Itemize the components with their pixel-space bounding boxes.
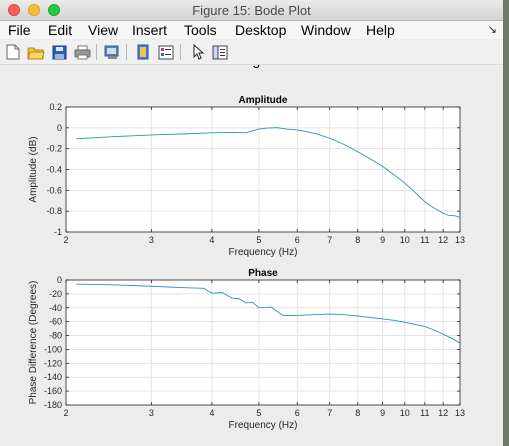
phase-y-tick-label: -100 [44,344,62,354]
window-title: Figure 15: Bode Plot [192,3,311,18]
amplitude-x-tick-label: 4 [209,235,214,245]
property-editor-icon[interactable] [211,43,229,61]
phase-x-tick-label: 4 [209,408,214,418]
amplitude-y-tick-label: -0.6 [46,185,62,195]
menu-overflow-icon[interactable]: ↘ [487,24,497,36]
menu-bar: File Edit View Insert Tools Desktop Wind… [0,21,503,39]
amplitude-x-tick-label: 2 [63,235,68,245]
amplitude-x-tick-label: 9 [380,235,385,245]
amplitude-x-tick-label: 10 [400,235,410,245]
amplitude-x-tick-label: 13 [455,235,465,245]
menu-window[interactable]: Window [301,22,351,38]
menu-insert[interactable]: Insert [132,22,168,38]
phase-y-tick-label: -20 [49,289,62,299]
menu-help[interactable]: Help [366,22,395,38]
amplitude-y-tick-label: -1 [54,227,62,237]
insert-colorbar-icon[interactable] [157,43,175,61]
phase-axes-background [66,280,460,405]
toolbar-separator [180,44,181,60]
phase-x-tick-label: 8 [355,408,360,418]
phase-y-tick-label: -80 [49,331,62,341]
menu-edit[interactable]: Edit [48,22,73,38]
amplitude-series-line [76,127,461,218]
phase-axes-title: Phase [248,268,278,279]
background-desktop-strip [503,0,509,446]
minimize-window-button[interactable] [28,4,40,16]
figure-suptitle: Bode Plot Finger: 3 Axis: 2 [169,65,334,68]
phase-x-tick-label: 9 [380,408,385,418]
phase-x-tick-label: 11 [420,408,429,418]
phase-x-tick-label: 3 [149,408,154,418]
amplitude-x-tick-label: 6 [295,235,300,245]
toolbar-separator [96,44,97,60]
amplitude-y-tick-label: 0 [57,123,62,133]
amplitude-x-tick-label: 12 [438,235,448,245]
amplitude-x-tick-label: 8 [355,235,360,245]
figure-canvas: Bode Plot Finger: 3 Axis: 2 2 3 4 5 6 7 8 9 10 11 1… [0,52,503,446]
amplitude-x-tick-label: 5 [256,235,261,245]
phase-y-tick-label: -40 [49,303,62,313]
print-icon[interactable] [73,43,91,61]
phase-x-tick-label: 10 [400,408,410,418]
menu-file[interactable]: File [8,22,31,38]
phase-x-tick-label: 6 [295,408,300,418]
close-window-button[interactable] [8,4,20,16]
phase-x-tick-label: 7 [327,408,332,418]
print-preview-icon[interactable] [103,43,121,61]
phase-y-tick-label: -60 [49,317,62,327]
amplitude-x-tick-label: 7 [327,235,332,245]
phase-y-tick-label: -140 [44,372,62,382]
amplitude-y-axis-label: Amplitude (dB) [28,136,39,202]
link-plot-icon[interactable] [134,43,152,61]
amplitude-x-tick-label: 3 [149,235,154,245]
menu-tools[interactable]: Tools [184,22,217,38]
amplitude-x-tick-label: 11 [420,235,429,245]
amplitude-axes-title: Amplitude [239,95,288,106]
save-icon[interactable] [50,43,68,61]
title-bar[interactable]: Figure 15: Bode Plot [0,0,503,21]
open-file-icon[interactable] [27,43,45,61]
amplitude-y-tick-label: 0.2 [49,102,62,112]
menu-view[interactable]: View [88,22,119,38]
amplitude-y-tick-label: -0.4 [46,165,62,175]
phase-x-tick-label: 13 [455,408,465,418]
plot-canvas: Bode Plot Finger: 3 Axis: 2 2 3 4 5 6 7 8 9 10 11 1… [28,52,465,431]
phase-x-tick-label: 5 [256,408,261,418]
amplitude-x-axis-label: Frequency (Hz) [229,247,298,258]
phase-x-tick-label: 2 [63,408,68,418]
phase-series-line [76,283,461,344]
phase-y-tick-label: -180 [44,400,62,410]
phase-x-tick-label: 12 [438,408,448,418]
figure-toolbar [0,40,503,65]
amplitude-y-tick-label: -0.2 [46,144,62,154]
phase-y-tick-label: 0 [57,275,62,285]
toolbar-separator [126,44,127,60]
select-pointer-icon[interactable] [190,43,208,61]
phase-y-tick-label: -120 [44,358,62,368]
new-figure-icon[interactable] [4,43,22,61]
phase-x-axis-label: Frequency (Hz) [229,420,298,431]
zoom-window-button[interactable] [48,4,60,16]
amplitude-y-tick-label: -0.8 [46,206,62,216]
phase-y-tick-label: -160 [44,386,62,396]
phase-y-axis-label: Phase Difference (Degrees) [28,281,39,405]
phase-axes-frame [65,279,461,406]
menu-desktop[interactable]: Desktop [235,22,287,38]
